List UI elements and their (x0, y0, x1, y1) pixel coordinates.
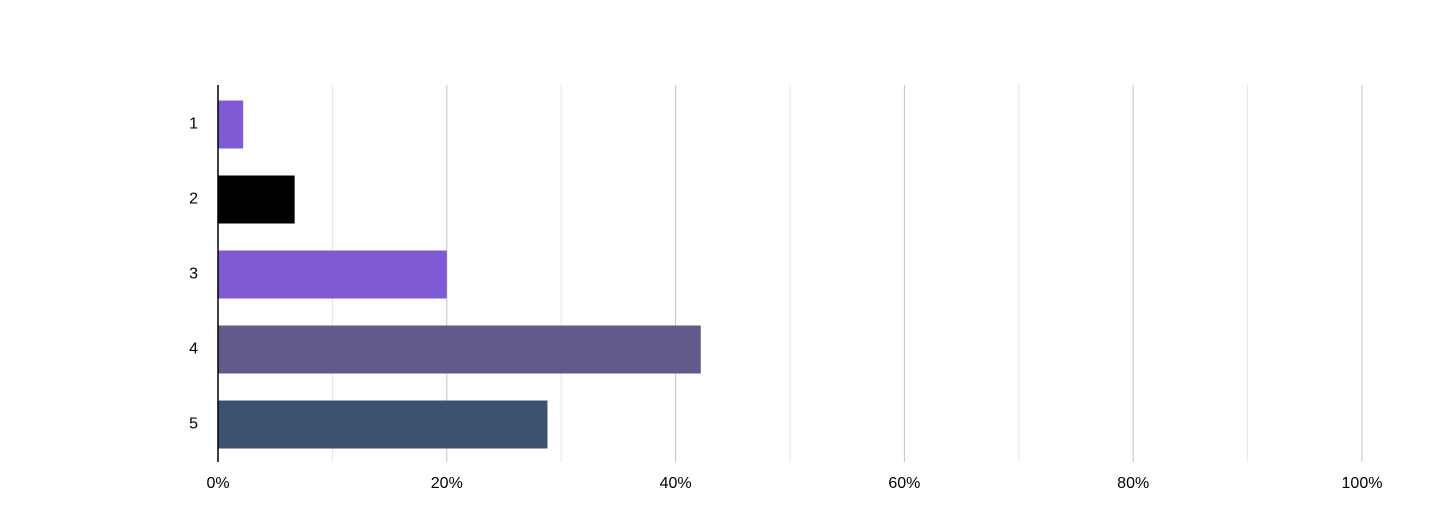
y-tick-label: 3 (189, 266, 198, 283)
x-tick-label: 100% (1342, 475, 1383, 492)
y-tick-label: 1 (189, 116, 198, 133)
y-tick-label: 2 (189, 191, 198, 208)
y-tick-label: 4 (189, 341, 198, 358)
bar (218, 175, 295, 224)
bar (218, 325, 701, 374)
x-tick-label: 80% (1117, 475, 1149, 492)
x-tick-label: 60% (888, 475, 920, 492)
x-tick-label: 0% (206, 475, 229, 492)
y-tick-label: 5 (189, 416, 198, 433)
bar (218, 400, 548, 449)
bar (218, 250, 447, 299)
x-tick-label: 20% (431, 475, 463, 492)
bar (218, 100, 244, 149)
x-tick-label: 40% (660, 475, 692, 492)
